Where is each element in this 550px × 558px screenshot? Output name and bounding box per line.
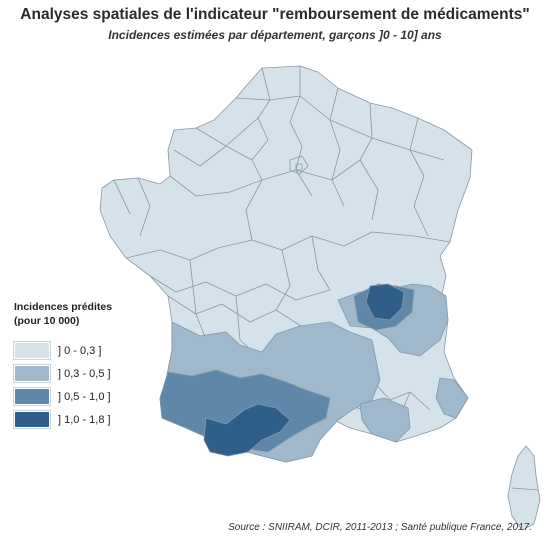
legend-title-line2: (pour 10 000) (14, 315, 80, 327)
legend-item-class-3: ] 0,5 - 1,0 ] (13, 387, 164, 406)
paris-departments (289, 155, 309, 175)
map-title: Analyses spatiales de l'indicateur "remb… (20, 6, 530, 23)
map-subtitle: Incidences estimées par département, gar… (108, 28, 442, 42)
legend-label-class-3: ] 0,5 - 1,0 ] (58, 390, 111, 403)
legend-swatch-class-3 (13, 387, 51, 406)
zone-class-2-rhone (359, 397, 411, 443)
legend-swatch-class-2 (13, 364, 51, 383)
legend-swatch-class-4 (13, 410, 51, 429)
legend-label-class-2: ] 0,3 - 0,5 ] (58, 367, 111, 380)
zone-class-4-pyrenees (203, 403, 291, 457)
legend-item-class-2: ] 0,3 - 0,5 ] (13, 364, 164, 383)
source-note: Source : SNIIRAM, DCIR, 2011-2013 ; Sant… (228, 522, 532, 533)
region-corsica (507, 445, 541, 531)
department-borders-center (125, 231, 451, 361)
legend-label-class-4: ] 1,0 - 1,8 ] (58, 413, 111, 426)
legend-list: ] 0 - 0,3 ] ] 0,3 - 0,5 ] ] 0,5 - 1,0 ] … (13, 341, 164, 429)
legend-title: Incidences prédites (pour 10 000) (14, 300, 164, 328)
department-borders-north (113, 66, 445, 241)
legend-item-class-1: ] 0 - 0,3 ] (13, 341, 164, 360)
corsica-border (511, 487, 539, 491)
legend-swatch-class-1 (13, 341, 51, 360)
zone-class-2-provence (435, 377, 469, 419)
legend-item-class-4: ] 1,0 - 1,8 ] (13, 410, 164, 429)
zone-class-4-alps (365, 283, 405, 321)
legend-title-line1: Incidences prédites (14, 301, 113, 313)
map-legend: Incidences prédites (pour 10 000) ] 0 - … (13, 300, 164, 434)
legend-label-class-1: ] 0 - 0,3 ] (58, 344, 102, 357)
